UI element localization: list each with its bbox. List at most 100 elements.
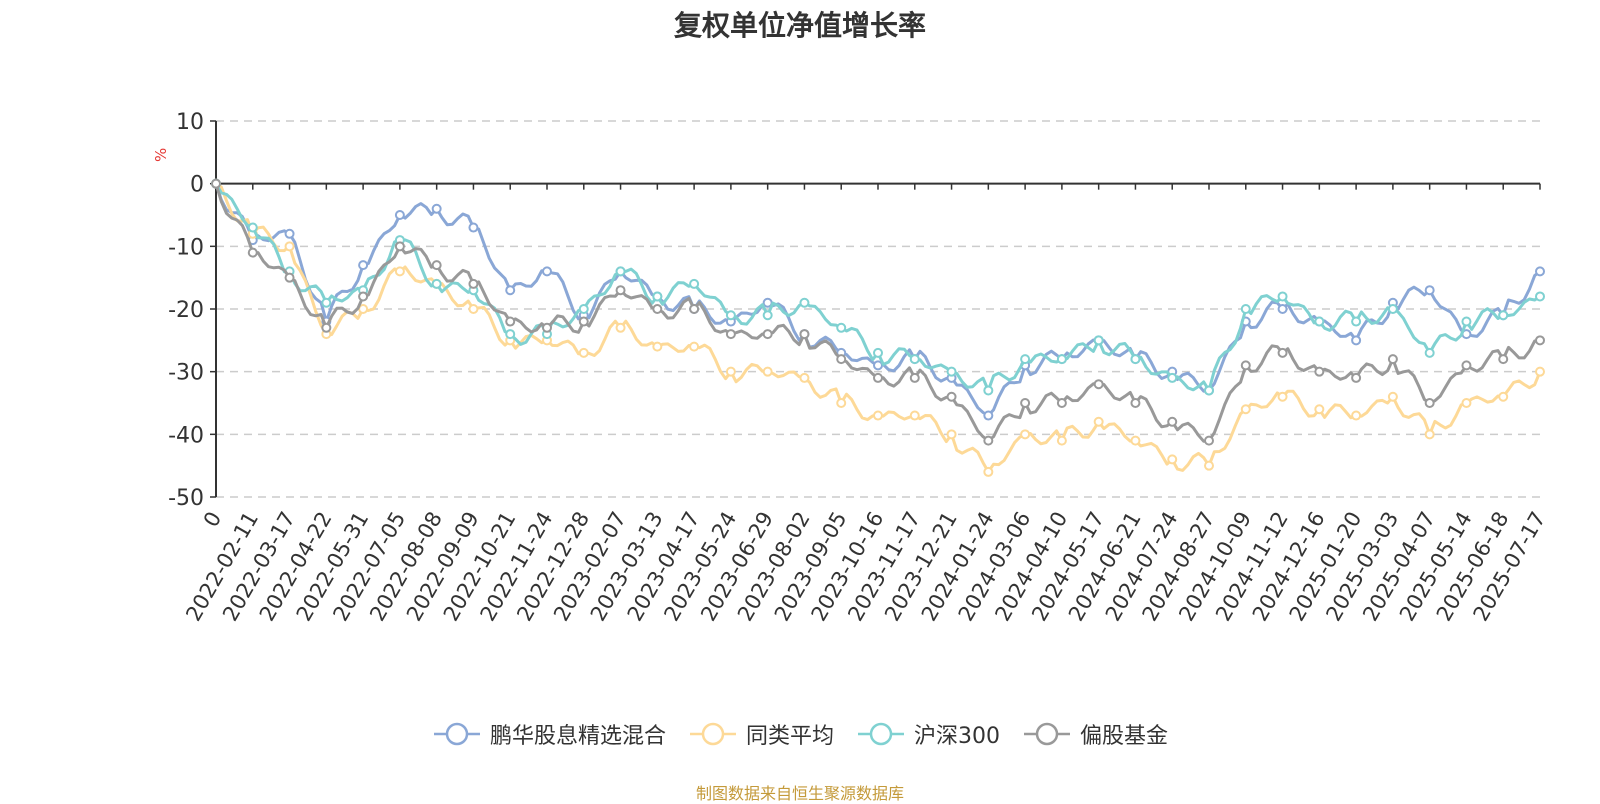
data-point [1314, 404, 1325, 415]
data-point [652, 291, 663, 302]
data-point [1424, 347, 1435, 358]
data-point [909, 410, 920, 421]
data-point [1167, 372, 1178, 383]
data-point [615, 285, 626, 296]
data-point [909, 354, 920, 365]
data-point [1240, 304, 1251, 314]
x-tick-labels: 02022-02-112022-03-172022-04-222022-05-3… [181, 507, 1550, 625]
data-point [873, 347, 883, 358]
data-point [1020, 429, 1031, 440]
data-point [1498, 310, 1509, 321]
data-point [799, 297, 810, 308]
series-line [215, 182, 1542, 474]
data-point [542, 322, 552, 333]
data-point [1056, 354, 1067, 365]
y-tick-label: -20 [168, 298, 204, 323]
data-point [284, 241, 295, 252]
data-point [615, 322, 626, 333]
data-point [578, 316, 589, 327]
data-point [1387, 391, 1398, 402]
data-point [542, 266, 552, 277]
data-point [1093, 335, 1104, 346]
y-tick-label: -30 [168, 361, 204, 386]
data-point [762, 310, 773, 321]
data-point [873, 372, 883, 383]
data-point [873, 410, 883, 421]
data-point [909, 372, 920, 383]
data-point [1461, 398, 1472, 408]
legend-item[interactable]: 同类平均 [688, 718, 834, 750]
data-point [946, 391, 957, 402]
series-group [211, 178, 1545, 421]
data-point [873, 360, 883, 371]
data-point [1535, 266, 1545, 277]
data-point [1093, 416, 1104, 427]
data-point [1204, 385, 1214, 396]
data-point [1056, 435, 1067, 446]
data-point [578, 304, 589, 314]
chart-area: 02022-02-112022-03-172022-04-222022-05-3… [152, 110, 1550, 625]
data-point [1535, 335, 1545, 346]
data-point [762, 329, 773, 340]
series-line [214, 183, 1541, 443]
data-point [1314, 366, 1325, 377]
series-group [211, 178, 1545, 477]
legend-label: 沪深300 [914, 724, 1000, 749]
data-point [1535, 291, 1545, 302]
data-point [1277, 304, 1288, 314]
data-point [1461, 360, 1472, 371]
data-point [505, 329, 516, 340]
chart-title: 复权单位净值增长率 [673, 9, 926, 42]
data-point [652, 304, 663, 314]
y-axis-unit-label: % [152, 148, 170, 162]
data-point [1387, 304, 1398, 314]
data-point [1498, 354, 1509, 365]
data-point [468, 304, 479, 314]
data-point [247, 247, 258, 258]
legend-item[interactable]: 偏股基金 [1022, 718, 1168, 750]
data-point [1277, 347, 1288, 358]
y-tick-label: 0 [190, 173, 204, 198]
grid-lines [216, 120, 1540, 498]
data-point [983, 435, 994, 446]
data-point [1056, 398, 1067, 408]
source-note: 制图数据来自恒生聚源数据库 [695, 784, 904, 803]
data-point [1240, 404, 1251, 415]
data-point [431, 203, 442, 214]
legend-label: 同类平均 [745, 724, 834, 749]
data-point [1351, 410, 1362, 421]
data-point [836, 398, 847, 408]
data-point [358, 291, 369, 302]
legend-label: 偏股基金 [1080, 724, 1169, 749]
legend-item[interactable]: 鹏华股息精选混合 [432, 718, 666, 750]
data-point [1351, 316, 1362, 327]
data-point [1424, 285, 1435, 296]
legend-marker-icon [433, 722, 480, 746]
data-point [1020, 398, 1031, 408]
data-point [1535, 366, 1545, 377]
data-point [1277, 291, 1288, 302]
data-point [1167, 454, 1178, 465]
data-point [652, 341, 663, 352]
legend-item[interactable]: 沪深300 [856, 718, 1000, 750]
data-point [468, 278, 479, 289]
data-point [394, 266, 405, 277]
data-point [1424, 429, 1435, 440]
data-point [1204, 460, 1214, 471]
series-group [211, 178, 1545, 446]
data-point [983, 466, 994, 477]
data-point [1314, 316, 1325, 327]
data-point [284, 228, 295, 239]
data-point [946, 366, 957, 377]
data-point [431, 260, 442, 271]
data-point [946, 429, 957, 440]
data-point [762, 366, 773, 377]
data-point [799, 372, 810, 383]
data-point [1351, 372, 1362, 383]
data-point [578, 347, 589, 358]
data-point [1424, 398, 1435, 408]
data-point [468, 222, 479, 233]
data-point [689, 341, 700, 352]
data-point [799, 329, 810, 340]
legend-marker-icon [689, 722, 736, 746]
